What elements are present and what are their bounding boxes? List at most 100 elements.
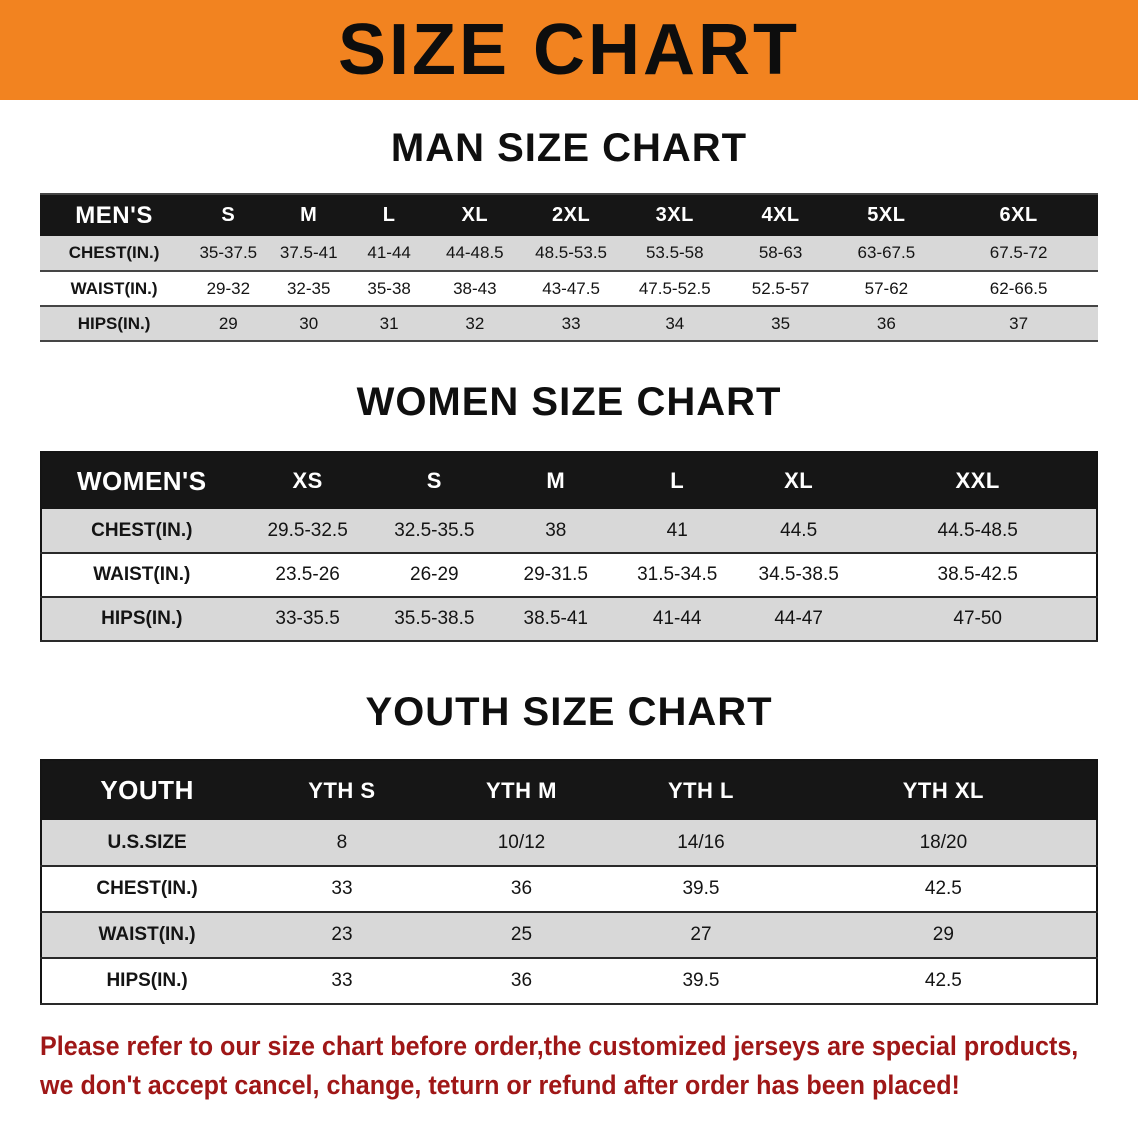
size-value-cell: 29-31.5	[495, 553, 617, 598]
table-row: CHEST(IN.) 35-37.5 37.5-41 41-44 44-48.5…	[40, 236, 1098, 272]
size-value-cell: 26-29	[373, 553, 496, 598]
size-value-cell: 41-44	[616, 597, 738, 642]
size-value-cell: 35-38	[348, 271, 430, 307]
row-label-cell: WAIST(IN.)	[41, 553, 242, 598]
size-value-cell: 36	[833, 306, 940, 342]
size-value-cell: 34.5-38.5	[737, 553, 860, 598]
table-row: CHEST(IN.) 33 36 39.5 42.5	[41, 866, 1097, 913]
page-title: SIZE CHART	[338, 10, 800, 90]
col-header-cell: XXL	[859, 452, 1097, 509]
size-value-cell: 39.5	[611, 958, 791, 1005]
size-value-cell: 38-43	[429, 271, 521, 307]
row-label-cell: CHEST(IN.)	[41, 866, 253, 913]
row-label-cell: CHEST(IN.)	[40, 236, 189, 272]
size-value-cell: 32.5-35.5	[373, 509, 496, 554]
row-label-cell: HIPS(IN.)	[40, 306, 189, 342]
size-value-cell: 25	[431, 912, 612, 959]
size-value-cell: 27	[611, 912, 791, 959]
size-value-cell: 32-35	[268, 271, 349, 307]
col-header-cell: 3XL	[621, 194, 728, 236]
size-value-cell: 53.5-58	[621, 236, 728, 272]
disclaimer-line-1: Please refer to our size chart before or…	[40, 1031, 1079, 1061]
size-value-cell: 18/20	[790, 820, 1097, 867]
size-value-cell: 38.5-42.5	[859, 553, 1097, 598]
size-value-cell: 44.5-48.5	[859, 509, 1097, 554]
table-row: HIPS(IN.) 33 36 39.5 42.5	[41, 958, 1097, 1005]
size-value-cell: 38.5-41	[495, 597, 617, 642]
col-header-cell: YTH L	[611, 760, 791, 820]
size-value-cell: 29	[790, 912, 1097, 959]
size-value-cell: 39.5	[611, 866, 791, 913]
table-row: U.S.SIZE 8 10/12 14/16 18/20	[41, 820, 1097, 867]
row-label-cell: HIPS(IN.)	[41, 597, 242, 642]
table-row: WAIST(IN.) 23 25 27 29	[41, 912, 1097, 959]
size-value-cell: 10/12	[431, 820, 612, 867]
table-row: WAIST(IN.) 29-32 32-35 35-38 38-43 43-47…	[40, 271, 1098, 307]
disclaimer: Please refer to our size chart before or…	[40, 1027, 1079, 1105]
row-label-cell: U.S.SIZE	[41, 820, 253, 867]
size-value-cell: 44-47	[737, 597, 860, 642]
size-value-cell: 8	[252, 820, 432, 867]
col-header-cell: M	[495, 452, 617, 509]
row-label-cell: HIPS(IN.)	[41, 958, 253, 1005]
size-value-cell: 43-47.5	[520, 271, 622, 307]
size-value-cell: 29	[188, 306, 269, 342]
size-value-cell: 58-63	[727, 236, 834, 272]
size-value-cell: 47-50	[859, 597, 1097, 642]
col-header-cell: 6XL	[939, 194, 1098, 236]
youth-section-heading: YOUTH SIZE CHART	[365, 690, 773, 734]
size-value-cell: 31	[348, 306, 430, 342]
size-value-cell: 44.5	[737, 509, 860, 554]
size-value-cell: 23	[252, 912, 432, 959]
col-header-cell: S	[373, 452, 496, 509]
table-row: HIPS(IN.) 29 30 31 32 33 34 35 36 37	[40, 306, 1098, 342]
youth-size-table: YOUTH YTH S YTH M YTH L YTH XL U.S.SIZE …	[40, 759, 1098, 1005]
col-header-cell: 2XL	[520, 194, 622, 236]
size-value-cell: 35.5-38.5	[373, 597, 496, 642]
size-value-cell: 41-44	[348, 236, 430, 272]
col-header-cell: YTH M	[431, 760, 612, 820]
size-value-cell: 44-48.5	[429, 236, 521, 272]
col-header-cell: WOMEN'S	[41, 452, 242, 509]
size-value-cell: 36	[431, 958, 612, 1005]
size-value-cell: 42.5	[790, 958, 1097, 1005]
size-chart-banner: SIZE CHART	[0, 0, 1138, 100]
size-value-cell: 47.5-52.5	[621, 271, 728, 307]
col-header-cell: YTH S	[252, 760, 432, 820]
col-header-cell: 4XL	[727, 194, 834, 236]
table-row: HIPS(IN.) 33-35.5 35.5-38.5 38.5-41 41-4…	[41, 597, 1097, 642]
women-section-heading: WOMEN SIZE CHART	[356, 380, 782, 424]
size-value-cell: 33	[252, 958, 432, 1005]
row-label-cell: CHEST(IN.)	[41, 509, 242, 554]
size-value-cell: 42.5	[790, 866, 1097, 913]
women-size-table: WOMEN'S XS S M L XL XXL CHEST(IN.) 29.5-…	[40, 451, 1098, 642]
size-value-cell: 32	[429, 306, 521, 342]
size-value-cell: 14/16	[611, 820, 791, 867]
row-label-cell: WAIST(IN.)	[40, 271, 189, 307]
table-row: WAIST(IN.) 23.5-26 26-29 29-31.5 31.5-34…	[41, 553, 1097, 598]
size-value-cell: 57-62	[833, 271, 940, 307]
size-value-cell: 35	[727, 306, 834, 342]
men-section-heading: MAN SIZE CHART	[390, 126, 748, 170]
size-value-cell: 36	[431, 866, 612, 913]
youth-table-header-row: YOUTH YTH S YTH M YTH L YTH XL	[41, 760, 1097, 820]
col-header-cell: MEN'S	[40, 194, 189, 236]
col-header-cell: L	[348, 194, 430, 236]
size-value-cell: 34	[621, 306, 728, 342]
size-value-cell: 37.5-41	[268, 236, 349, 272]
women-table-header-row: WOMEN'S XS S M L XL XXL	[41, 452, 1097, 509]
col-header-cell: XS	[241, 452, 374, 509]
size-value-cell: 62-66.5	[939, 271, 1098, 307]
col-header-cell: L	[616, 452, 738, 509]
size-value-cell: 29-32	[188, 271, 269, 307]
size-value-cell: 35-37.5	[188, 236, 269, 272]
disclaimer-line-2: we don't accept cancel, change, teturn o…	[40, 1070, 960, 1101]
size-value-cell: 23.5-26	[241, 553, 374, 598]
col-header-cell: S	[188, 194, 269, 236]
row-label-cell: WAIST(IN.)	[41, 912, 253, 959]
size-value-cell: 37	[939, 306, 1098, 342]
size-value-cell: 31.5-34.5	[616, 553, 738, 598]
size-value-cell: 30	[268, 306, 349, 342]
size-value-cell: 38	[495, 509, 617, 554]
size-value-cell: 33	[520, 306, 622, 342]
